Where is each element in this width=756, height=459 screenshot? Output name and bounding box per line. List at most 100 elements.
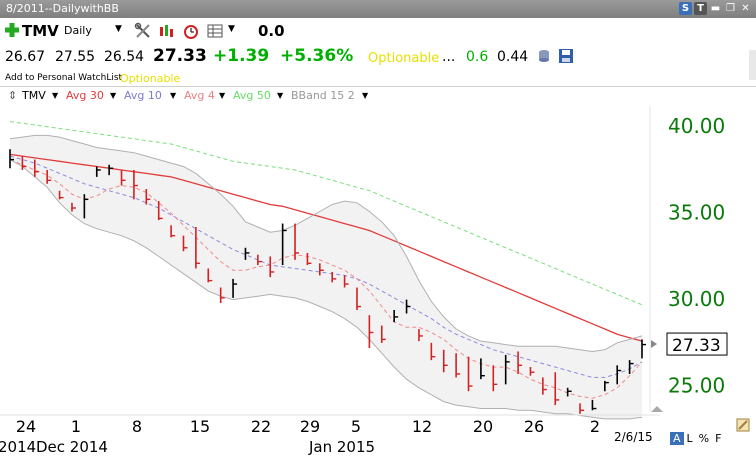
- x-tick-label: 26: [524, 417, 544, 436]
- last-price: 27.33: [153, 46, 207, 66]
- save-icon[interactable]: [558, 48, 574, 64]
- price-bar: [294, 223, 300, 260]
- legend-caret-icon[interactable]: ▼: [170, 91, 177, 100]
- legend-arrows-icon[interactable]: ⇕: [8, 89, 18, 102]
- price-change-pct: +5.36%: [280, 46, 354, 66]
- close-icon[interactable]: ✕: [741, 3, 750, 14]
- price-bar: [455, 353, 461, 378]
- toggle-pct[interactable]: %: [698, 432, 710, 445]
- price-bar: [46, 169, 52, 184]
- legend-item-bband[interactable]: BBand 15 2: [291, 89, 355, 102]
- x-tick-label: 12: [412, 417, 432, 436]
- scroll-rail[interactable]: [749, 50, 756, 80]
- price-change: +1.39: [213, 46, 270, 66]
- high-price: 27.55: [55, 49, 96, 65]
- add-to-watchlist-link[interactable]: Add to Personal WatchList: [5, 73, 123, 83]
- legend-caret-icon[interactable]: ▼: [362, 91, 369, 100]
- last-price-arrow-icon: [651, 340, 657, 349]
- legend-caret-icon[interactable]: ▼: [277, 91, 284, 100]
- table-chevron-down-icon[interactable]: ▼: [228, 24, 235, 34]
- last-price-box: [666, 332, 728, 356]
- open-price: 26.67: [5, 49, 46, 65]
- table-icon[interactable]: [206, 22, 224, 40]
- price-bar: [504, 354, 510, 385]
- x-tick-label: 5: [351, 417, 361, 436]
- pencil-icon[interactable]: [736, 418, 750, 432]
- price-bar: [269, 256, 275, 278]
- x-tick-label: 1: [71, 417, 81, 436]
- x-tick-label: 15: [190, 417, 210, 436]
- add-symbol-icon[interactable]: [4, 22, 20, 38]
- chart-toolbar: TMV Daily ▼ ▼ 0.0: [0, 18, 756, 44]
- price-bar: [71, 202, 76, 212]
- minimize-icon[interactable]: ▬: [710, 3, 721, 14]
- price-bar: [170, 225, 176, 238]
- candlestick-icon[interactable]: [158, 22, 176, 40]
- month-label: Jan 2015: [308, 438, 375, 456]
- price-bar: [356, 287, 361, 310]
- price-bar: [430, 342, 436, 361]
- optionable-link[interactable]: Optionable: [120, 72, 181, 85]
- price-bar: [232, 278, 238, 298]
- toggle-l[interactable]: L: [686, 432, 693, 445]
- metric-2: 0.44: [497, 49, 529, 65]
- price-bar: [467, 356, 473, 392]
- toggle-a[interactable]: A: [670, 432, 684, 445]
- price-bar: [604, 380, 609, 392]
- legend-caret-icon[interactable]: ▼: [52, 91, 59, 100]
- series-avg-30: [9, 153, 643, 342]
- restore-icon[interactable]: ❐: [726, 3, 735, 14]
- price-bar: [95, 166, 101, 177]
- price-bar: [281, 223, 287, 266]
- price-bar: [380, 325, 386, 343]
- price-bar: [343, 275, 349, 288]
- price-bar: [108, 164, 114, 176]
- price-bar: [244, 247, 250, 260]
- database-icon[interactable]: [536, 48, 552, 64]
- price-bar: [566, 387, 572, 397]
- legend-item-avg50[interactable]: Avg 50: [233, 89, 271, 102]
- legend-caret-icon[interactable]: ▼: [110, 91, 117, 100]
- tools-icon[interactable]: [134, 22, 152, 40]
- price-bar: [319, 263, 324, 276]
- price-bar: [418, 329, 423, 342]
- price-bar: [542, 377, 547, 395]
- y-tick-label: 35.00: [668, 200, 725, 224]
- window-titlebar: 8/2011--DailywithBB S T ▬ ❐ ✕: [0, 0, 756, 18]
- legend-item-avg4[interactable]: Avg 4: [184, 89, 215, 102]
- legend-caret-icon[interactable]: ▼: [219, 91, 226, 100]
- price-bar: [33, 159, 39, 177]
- toggle-f[interactable]: F: [715, 432, 722, 445]
- bband-area: [10, 135, 642, 419]
- legend-item-avg30[interactable]: Avg 30: [66, 89, 104, 102]
- price-bar: [58, 190, 64, 200]
- price-bar: [145, 188, 151, 205]
- chevron-down-icon[interactable]: ▼: [115, 24, 122, 34]
- price-bar: [219, 287, 225, 304]
- price-bar: [641, 339, 646, 359]
- window-controls: S T ▬ ❐ ✕: [679, 2, 752, 15]
- period-select[interactable]: Daily: [64, 24, 92, 37]
- s-icon[interactable]: S: [679, 2, 692, 15]
- legend-item-avg10[interactable]: Avg 10: [124, 89, 162, 102]
- quote-bar: 26.67 27.55 26.54 27.33 +1.39 +5.36% Opt…: [0, 44, 756, 70]
- last-price-label: 27.33: [672, 336, 721, 356]
- price-bar: [306, 252, 312, 266]
- legend-item-tmv[interactable]: TMV: [22, 89, 46, 102]
- price-bar: [207, 268, 213, 283]
- price-bar: [579, 403, 585, 414]
- month-label: 2014: [0, 438, 36, 456]
- symbol-label[interactable]: TMV: [22, 22, 59, 40]
- price-bar: [529, 367, 535, 376]
- month-label: Dec 2014: [36, 438, 108, 456]
- price-bar: [554, 372, 560, 406]
- alarm-clock-icon[interactable]: [182, 22, 200, 40]
- price-bar: [157, 201, 163, 221]
- price-bar: [442, 349, 448, 373]
- t-icon[interactable]: T: [694, 2, 707, 15]
- y-tick-label: 40.00: [668, 114, 725, 138]
- footer-toggles: A L % F: [670, 432, 724, 445]
- price-bar: [9, 149, 14, 169]
- price-bar: [21, 156, 27, 170]
- price-bar: [368, 315, 374, 349]
